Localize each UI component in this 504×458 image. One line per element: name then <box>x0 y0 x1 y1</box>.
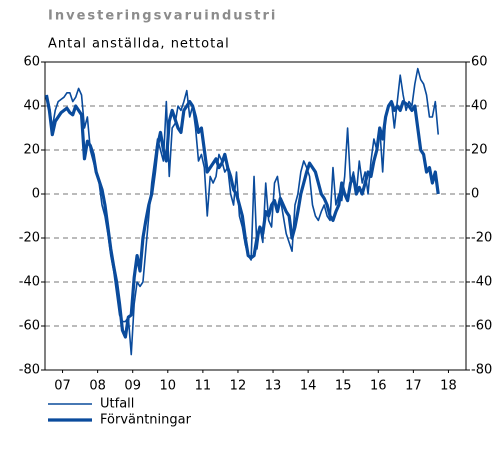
y2-tick-label: 20 <box>471 143 488 158</box>
x-tick-label: 11 <box>195 379 212 394</box>
legend-label: Utfall <box>100 397 134 412</box>
x-tick-label: 18 <box>440 379 457 394</box>
x-tick-label: 15 <box>335 379 352 394</box>
y2-tick-label: 40 <box>471 99 488 114</box>
y-tick-label: 60 <box>23 55 40 70</box>
y2-tick-label: -20 <box>471 231 492 246</box>
x-tick-label: 09 <box>124 379 141 394</box>
y-tick-label: -20 <box>19 231 40 246</box>
x-tick-label: 12 <box>230 379 247 394</box>
x-tick-label: 17 <box>405 379 422 394</box>
x-tick-label: 16 <box>370 379 387 394</box>
y2-tick-label: 0 <box>471 187 479 202</box>
x-tick-label: 08 <box>89 379 106 394</box>
y2-tick-label: 60 <box>471 55 488 70</box>
x-tick-label: 14 <box>300 379 317 394</box>
y2-tick-label: -40 <box>471 275 492 290</box>
y-tick-label: -80 <box>19 363 40 378</box>
chart-subtitle: Antal anställda, nettotal <box>48 37 230 52</box>
y-tick-label: 0 <box>32 187 40 202</box>
y-tick-label: 20 <box>23 143 40 158</box>
y2-tick-label: -60 <box>471 319 492 334</box>
series-line <box>44 94 440 339</box>
y-tick-label: -40 <box>19 275 40 290</box>
legend-label: Förväntningar <box>100 413 192 428</box>
x-tick-label: 07 <box>54 379 71 394</box>
y-tick-label: -60 <box>19 319 40 334</box>
y-tick-label: 40 <box>23 99 40 114</box>
chart-title: Investeringsvaruindustri <box>48 9 277 24</box>
x-tick-label: 13 <box>265 379 282 394</box>
x-tick-label: 10 <box>160 379 177 394</box>
y2-tick-label: -80 <box>471 363 492 378</box>
plot-frame <box>44 61 467 371</box>
